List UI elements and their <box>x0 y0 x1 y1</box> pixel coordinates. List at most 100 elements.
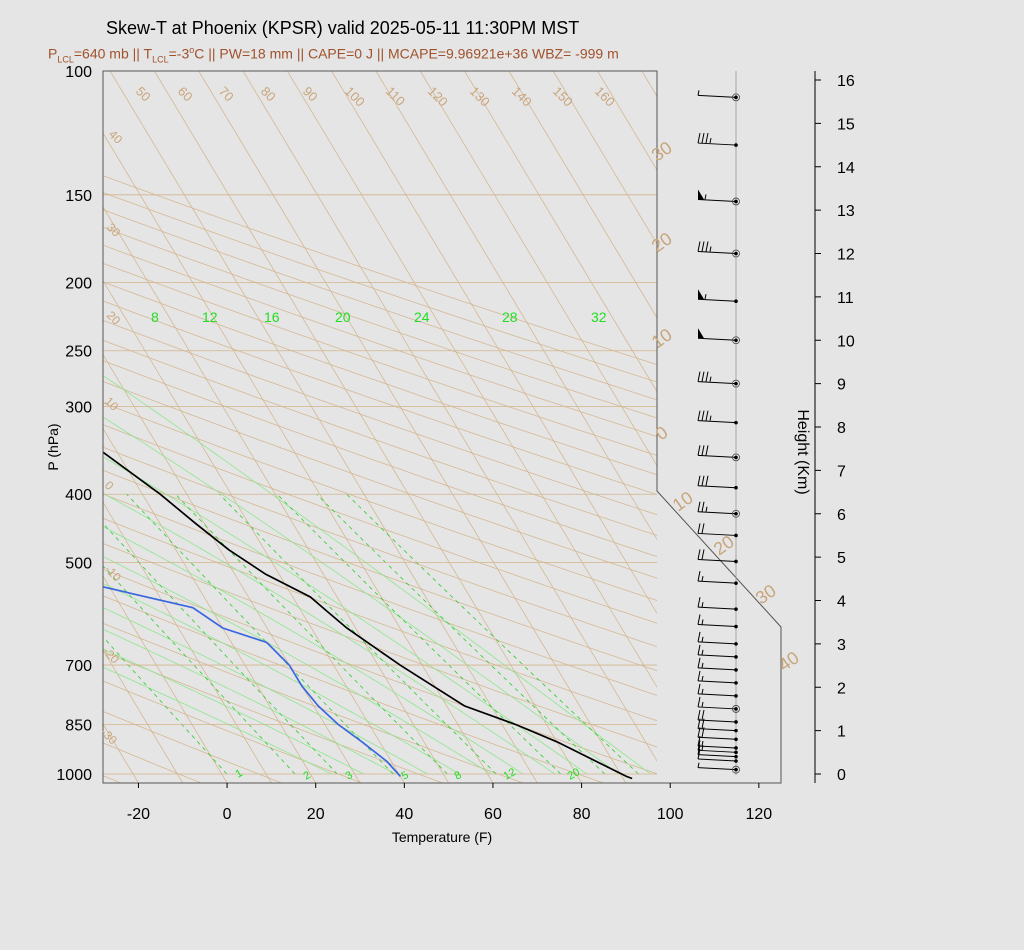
pressure-tick-label: 200 <box>65 276 92 293</box>
mixing-ratio-line <box>276 493 561 775</box>
wind-barb-dot <box>734 199 738 204</box>
dry-adiabat-line <box>103 300 657 495</box>
height-tick-label: 11 <box>837 290 854 307</box>
wind-barb-flag <box>701 727 705 738</box>
wind-barb-staff <box>697 94 737 98</box>
wind-barb-dot <box>734 485 738 490</box>
axes: P (hPa)1001502002503004005007008501000-2… <box>45 64 855 845</box>
wind-barb-halfflag <box>701 745 704 751</box>
wind-barb <box>697 740 738 755</box>
wind-barb-halfflag <box>697 90 700 96</box>
y-axis-label: P (hPa) <box>45 423 61 470</box>
wind-barb-flag <box>697 709 701 721</box>
wind-barb-flag <box>697 445 701 456</box>
dry-adiabat-line <box>103 493 657 696</box>
height-tick-label: 14 <box>837 160 855 177</box>
temperature-tick-label: 40 <box>395 806 413 823</box>
wind-barb-staff <box>697 454 737 458</box>
wind-barb-staff <box>697 558 737 562</box>
isotherm-label: 90 <box>300 84 321 105</box>
moist-adiabat-line <box>103 582 460 775</box>
wind-barb-flag <box>705 445 709 456</box>
wind-barb-pennant <box>698 328 704 339</box>
isotherm-line <box>103 575 228 783</box>
wind-barb-pennant <box>698 289 704 300</box>
wind-barb-dot <box>734 533 738 538</box>
wind-calm-circle <box>732 705 740 713</box>
wind-barb-halfflag <box>705 506 708 512</box>
wind-barb-flag <box>701 549 705 560</box>
isotherm-label: 110 <box>383 84 408 109</box>
wind-barb <box>697 727 738 742</box>
wind-barb-staff <box>697 624 737 628</box>
temperature-tick-label: 20 <box>307 806 325 823</box>
dry-adiabat-line <box>103 192 657 383</box>
isotherm-label: 140 <box>509 84 535 110</box>
wind-barb <box>697 475 738 490</box>
dry-adiabat-label: 10 <box>669 487 697 515</box>
wind-barb-dot <box>734 750 738 755</box>
wind-barb-dot <box>734 681 738 685</box>
height-tick-label: 9 <box>837 377 846 394</box>
isotherm-label: 60 <box>175 84 196 105</box>
wind-barb-flag <box>697 597 701 608</box>
moist-adiabat-line <box>103 556 492 775</box>
wind-barb-flag <box>705 475 709 486</box>
wind-barb-dot <box>734 737 738 742</box>
wind-barb-flag <box>697 571 701 582</box>
wind-barb-dot <box>734 455 738 460</box>
mixing-ratio-line <box>126 493 394 775</box>
wind-calm-circle <box>732 379 740 388</box>
moist-adiabat-line <box>103 648 364 775</box>
wind-barb-flag <box>705 371 709 382</box>
wind-barb-flag <box>697 410 701 421</box>
wind-barb-halfflag <box>697 762 700 768</box>
wind-barb-dot <box>734 607 738 611</box>
wind-barb-flag <box>701 718 705 729</box>
wind-barb-staff <box>697 680 737 684</box>
wind-calm-circle <box>732 453 740 462</box>
wind-barb-flag <box>697 670 701 682</box>
height-tick-label: 13 <box>837 203 855 220</box>
mixing-ratio-label: 5 <box>400 769 411 782</box>
wind-barb-flag <box>705 410 709 421</box>
wind-barb-staff <box>697 693 737 697</box>
dry-adiabat-line <box>103 742 202 783</box>
isotherm-label: 10 <box>102 394 122 414</box>
wind-barb-staff <box>697 606 737 610</box>
isotherm-line <box>286 71 657 688</box>
chart-subtitle: PLCL=640 mb || TLCL=-3oC || PW=18 mm || … <box>48 45 619 65</box>
wind-barb-staff <box>697 654 737 658</box>
wind-barb-dot <box>734 420 738 425</box>
isotherm-line <box>198 71 627 783</box>
height-tick-label: 10 <box>837 333 855 350</box>
temperature-profile <box>103 451 633 780</box>
mixing-ratio-label: 3 <box>344 769 355 782</box>
isotherm-label: 160 <box>592 84 618 110</box>
wind-barb-staff <box>697 198 737 202</box>
moist-adiabat-label: 8 <box>151 309 159 325</box>
wind-calm-circle <box>732 509 740 518</box>
wind-barb-halfflag <box>701 602 704 608</box>
wind-barb-flag <box>697 371 701 382</box>
wind-barb-dot <box>734 251 738 256</box>
wind-barb-dot <box>734 759 738 763</box>
dry-adiabat-line <box>103 402 657 601</box>
temperature-tick-label: 120 <box>745 806 772 823</box>
wind-barb-staff <box>697 754 737 758</box>
x-axis-label: Temperature (F) <box>392 829 492 845</box>
wind-barb <box>697 523 738 538</box>
isotherm-label: 0 <box>102 478 117 493</box>
isotherm-line <box>103 649 184 783</box>
wind-barb <box>697 735 738 750</box>
wind-barb <box>697 644 738 659</box>
wind-barb-flag <box>697 696 701 708</box>
wind-barb-flag <box>697 501 701 512</box>
height-tick-label: 12 <box>837 247 855 264</box>
pressure-tick-label: 500 <box>65 555 92 572</box>
isotherm-label: 40 <box>106 127 126 147</box>
wind-barb <box>697 696 738 711</box>
height-tick-label: 16 <box>837 73 855 90</box>
wind-barb-flag <box>697 132 701 144</box>
wind-barb-staff <box>697 641 737 645</box>
